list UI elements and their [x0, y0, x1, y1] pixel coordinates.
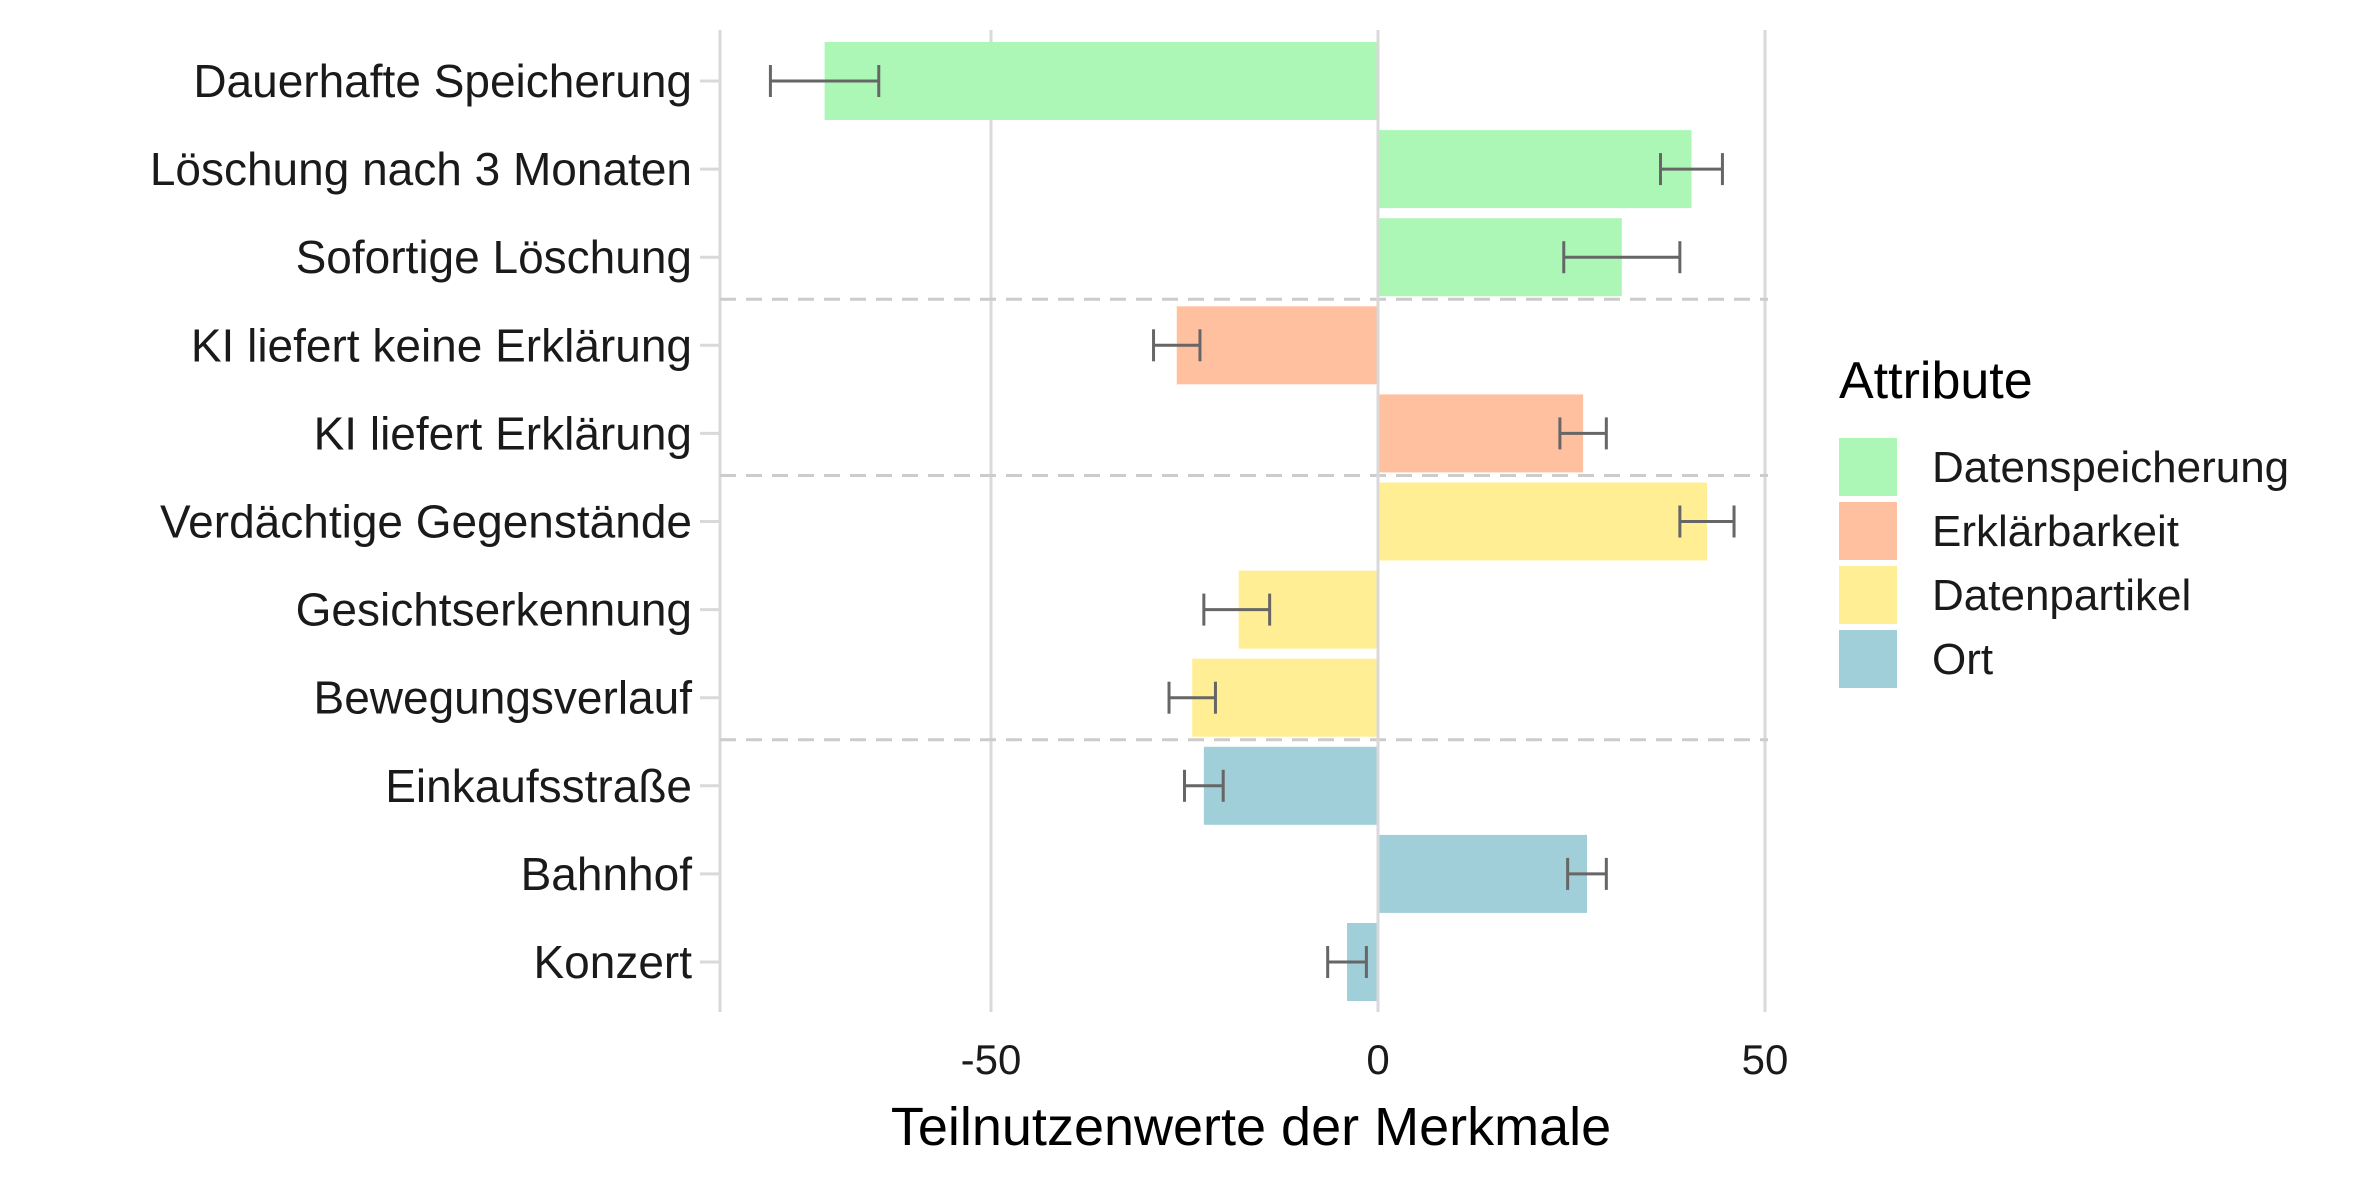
bar	[1378, 394, 1584, 473]
legend-key	[1839, 502, 1897, 560]
bar	[1378, 834, 1587, 913]
x-tick-label: 50	[1742, 1036, 1789, 1083]
category-label: Einkaufsstraße	[385, 760, 692, 812]
category-label: Gesichtserkennung	[296, 584, 692, 636]
category-label: Verdächtige Gegenstände	[160, 496, 692, 548]
legend-key	[1839, 438, 1897, 496]
category-label: KI liefert keine Erklärung	[191, 319, 692, 371]
bar	[1378, 130, 1692, 209]
legend-key	[1839, 566, 1897, 624]
category-label: Konzert	[533, 936, 692, 988]
bar	[1378, 482, 1707, 561]
category-labels: Dauerhafte Speicherung Löschung nach 3 Mo…	[150, 55, 692, 988]
legend-label: Erklärbarkeit	[1932, 507, 2179, 556]
bar	[1203, 746, 1378, 825]
legend-label: Datenspeicherung	[1932, 443, 2289, 492]
legend-label: Ort	[1932, 635, 1993, 684]
legend: Attribute Datenspeicherung Erklärbarkeit D…	[1839, 352, 2289, 688]
category-label: Bewegungsverlauf	[314, 672, 693, 724]
category-label: Löschung nach 3 Monaten	[150, 143, 692, 195]
x-tick-labels: -50 0 50	[961, 1036, 1789, 1083]
category-label: Dauerhafte Speicherung	[193, 55, 692, 107]
bar	[1176, 306, 1378, 385]
error-bars	[768, 30, 1736, 1012]
legend-label: Datenpartikel	[1932, 571, 2191, 620]
bars	[824, 42, 1707, 1001]
category-label: Bahnhof	[521, 848, 693, 900]
legend-title: Attribute	[1839, 352, 2033, 410]
x-tick-label: 0	[1366, 1036, 1389, 1083]
legend-key	[1839, 630, 1897, 688]
bar	[1192, 658, 1378, 737]
x-axis-title: Teilnutzenwerte der Merkmale	[891, 1097, 1611, 1157]
category-label: KI liefert Erklärung	[314, 407, 692, 459]
bar	[824, 42, 1378, 120]
category-label: Sofortige Löschung	[296, 231, 692, 283]
x-tick-label: -50	[961, 1036, 1022, 1083]
